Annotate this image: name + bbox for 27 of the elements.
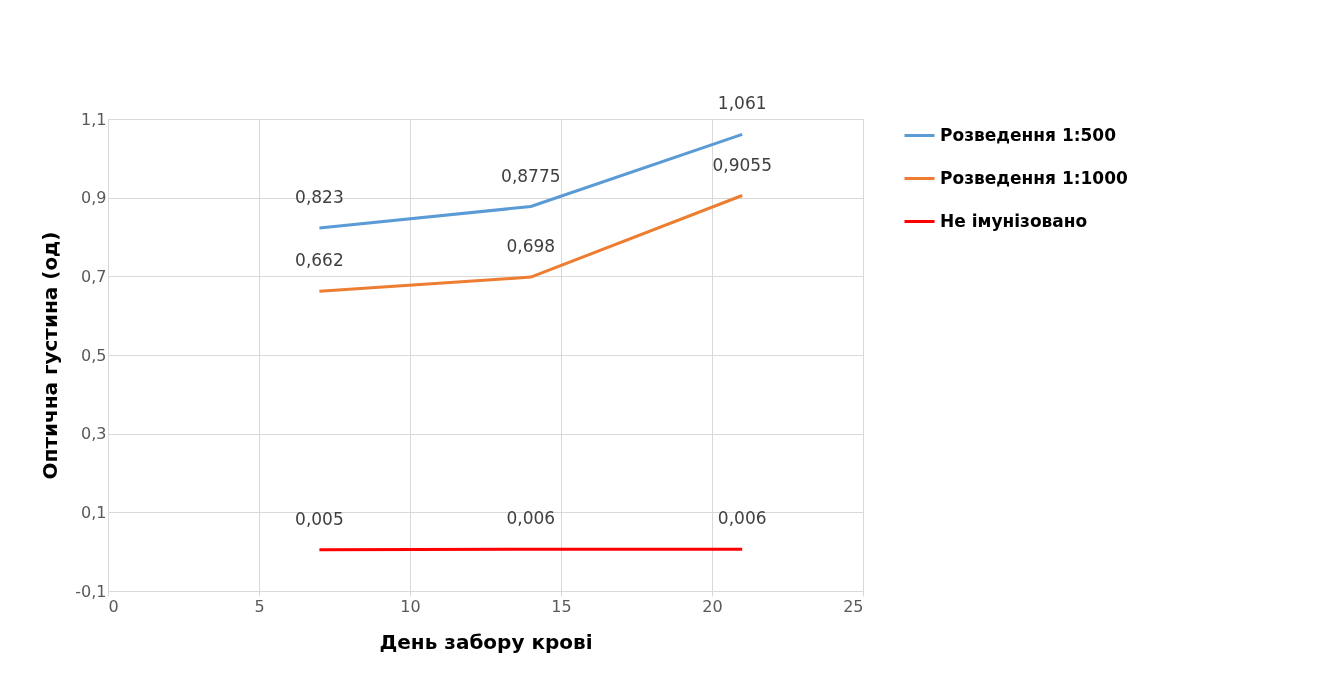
legend-label: Розведення 1:1000 [940,167,1128,188]
legend-label: Розведення 1:500 [940,124,1117,145]
y-axis-title: Оптична густина (од) [38,231,63,480]
data-label: 0,8775 [501,165,561,186]
x-axis-title: День забору крові [379,629,593,654]
data-label: 0,006 [717,508,767,529]
data-label: 0,662 [295,250,344,271]
y-tick-label: -0,1 [75,581,107,601]
x-tick-label: 10 [400,596,421,616]
data-label: 0,823 [295,186,344,207]
y-tick-label: 0,3 [81,424,107,444]
x-tick-label: 20 [702,596,723,616]
data-label: 0,005 [295,508,344,529]
y-tick-label: 0,9 [81,188,107,208]
data-label: 1,061 [717,93,767,114]
x-tick-label: 25 [843,596,864,616]
y-tick-label: 0,7 [81,266,107,286]
data-label: 0,9055 [712,154,772,175]
y-tick-label: 1,1 [81,109,107,129]
x-tick-label: 0 [108,596,119,616]
y-tick-label: 0,1 [81,502,107,522]
x-tick-label: 5 [254,596,265,616]
legend-label: Не імунізовано [940,210,1088,231]
y-tick-label: 0,5 [81,345,107,365]
data-label: 0,698 [506,236,556,257]
x-tick-label: 15 [551,596,572,616]
data-label: 0,006 [506,508,556,529]
